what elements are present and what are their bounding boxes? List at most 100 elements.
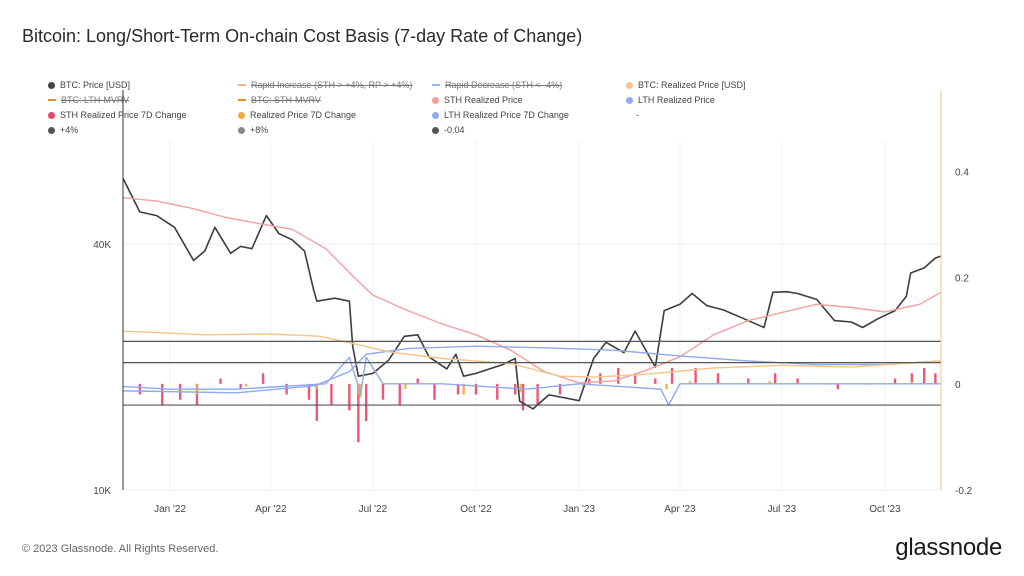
- legend-item-plus-4pct[interactable]: +4%: [48, 125, 78, 135]
- legend-swatch: [432, 111, 439, 119]
- grid: [123, 140, 941, 491]
- bar-sth-realized-price-7d-change: [893, 378, 897, 384]
- bar-realized-price-7d-change: [359, 383, 362, 398]
- legend-item-lth-mvrv[interactable]: BTC: LTH-MVRV: [48, 95, 129, 105]
- legend-label: +8%: [250, 125, 269, 135]
- x-tick-label: Oct '23: [869, 504, 901, 515]
- bar-sth-realized-price-7d-change: [195, 383, 199, 406]
- bar-sth-realized-price-7d-change: [315, 383, 319, 421]
- series-line-btc-realized-price-usd-: [122, 330, 942, 378]
- bar-sth-realized-price-7d-change: [558, 383, 562, 395]
- legend-label: STH Realized Price: [444, 95, 523, 105]
- bar-realized-price-7d-change: [462, 383, 465, 395]
- series-line-lth-realized-price-7d-change: [122, 356, 941, 406]
- x-tick-label: Jul '22: [359, 504, 388, 515]
- legend-item-sth-7d-change[interactable]: STH Realized Price 7D Change: [48, 110, 187, 120]
- legend-swatch: [432, 96, 439, 104]
- legend-item-realized-7d-change[interactable]: Realized Price 7D Change: [238, 110, 356, 120]
- bar-sth-realized-price-7d-change: [416, 378, 419, 384]
- bar-realized-price-7d-change: [582, 383, 585, 387]
- bar-sth-realized-price-7d-change: [617, 367, 620, 384]
- legend-swatch: [48, 111, 55, 119]
- legend-item-minus-004[interactable]: -0.04: [432, 125, 465, 135]
- reference-lines: [123, 340, 941, 406]
- bar-sth-realized-price-7d-change: [587, 378, 591, 384]
- legend-label: STH Realized Price 7D Change: [60, 110, 187, 120]
- legend-item-plus-8pct[interactable]: +8%: [238, 125, 268, 135]
- bar-sth-realized-price-7d-change: [599, 373, 602, 384]
- bar-sth-realized-price-7d-change: [381, 383, 385, 400]
- bar-sth-realized-price-7d-change: [496, 383, 499, 400]
- bar-realized-price-7d-change: [665, 383, 668, 390]
- bar-sth-realized-price-7d-change: [348, 383, 351, 411]
- legend-label: Rapid Increase (STH > +4%, RP > +4%): [251, 80, 413, 90]
- legend-swatch: [432, 126, 439, 134]
- x-tick-label: Apr '23: [664, 504, 696, 515]
- legend-label: BTC: STH-MVRV: [251, 95, 321, 105]
- bar-sth-realized-price-7d-change: [364, 383, 368, 421]
- bar-sth-realized-price-7d-change: [330, 383, 333, 406]
- bar-sth-realized-price-7d-change: [694, 367, 697, 384]
- bar-sth-realized-price-7d-change: [825, 383, 828, 385]
- bar-sth-realized-price-7d-change: [747, 378, 750, 384]
- bar-sth-realized-price-7d-change: [178, 383, 182, 400]
- bar-sth-realized-price-7d-change: [285, 383, 288, 395]
- bar-sth-realized-price-7d-change: [307, 383, 311, 400]
- bar-sth-realized-price-7d-change: [910, 373, 914, 384]
- legend-swatch: [48, 99, 56, 101]
- legend-item-btc-price[interactable]: BTC: Price [USD]: [48, 80, 130, 90]
- legend-swatch: [626, 96, 633, 104]
- right-tick-label: 0: [955, 380, 961, 391]
- right-tick-label: -0.2: [955, 486, 973, 497]
- legend-label: +4%: [60, 125, 79, 135]
- legend-swatch: [238, 99, 246, 101]
- bar-realized-price-7d-change: [688, 381, 692, 384]
- bar-realized-price-7d-change: [404, 383, 407, 390]
- bar-realized-price-7d-change: [195, 383, 199, 395]
- bar-sth-realized-price-7d-change: [433, 383, 436, 400]
- bar-sth-realized-price-7d-change: [521, 383, 525, 411]
- legend-item-rapid-increase[interactable]: Rapid Increase (STH > +4%, RP > +4%): [238, 80, 412, 90]
- axes: 40K 10K 0.4 0.2 0 -0.2 Jan '22 Apr '22 Jul '22 Oc…: [93, 90, 973, 515]
- bar-realized-price-7d-change: [245, 383, 248, 387]
- lines-layer: [122, 177, 942, 410]
- right-tick-label: 0.2: [955, 274, 969, 285]
- chart-title: Bitcoin: Long/Short-Term On-chain Cost B…: [22, 26, 583, 46]
- legend-label: BTC: Realized Price [USD]: [638, 80, 746, 90]
- bar-sth-realized-price-7d-change: [398, 383, 401, 406]
- bar-sth-realized-price-7d-change: [536, 383, 539, 406]
- bar-sth-realized-price-7d-change: [138, 383, 142, 395]
- legend-item-sth-mvrv[interactable]: BTC: STH-MVRV: [238, 95, 321, 105]
- bar-sth-realized-price-7d-change: [474, 383, 478, 395]
- bar-sth-realized-price-7d-change: [934, 373, 937, 384]
- bar-sth-realized-price-7d-change: [357, 383, 360, 443]
- bar-sth-realized-price-7d-change: [219, 378, 222, 384]
- left-tick-label: 40K: [93, 240, 111, 251]
- legend-swatch: [48, 126, 55, 134]
- legend-item-lth-realized-price[interactable]: LTH Realized Price: [626, 95, 715, 105]
- bar-sth-realized-price-7d-change: [670, 367, 674, 384]
- copyright-footer: © 2023 Glassnode. All Rights Reserved.: [22, 543, 219, 555]
- bar-realized-price-7d-change: [315, 383, 319, 390]
- legend-label: LTH Realized Price 7D Change: [444, 110, 569, 120]
- x-tick-label: Jul '23: [768, 504, 797, 515]
- bar-sth-realized-price-7d-change: [239, 383, 242, 390]
- legend-swatch: [238, 111, 245, 119]
- legend-item-rapid-decrease[interactable]: Rapid Decrease (STH < -4%): [432, 80, 562, 90]
- bar-realized-price-7d-change: [357, 383, 360, 395]
- legend-item-sth-realized-price[interactable]: STH Realized Price: [432, 95, 523, 105]
- legend-swatch: [238, 84, 246, 86]
- x-tick-label: Jan '22: [154, 504, 186, 515]
- bar-sth-realized-price-7d-change: [654, 378, 657, 384]
- series-line-btc-price-usd-: [122, 177, 942, 410]
- x-tick-label: Apr '22: [255, 504, 287, 515]
- bar-sth-realized-price-7d-change: [773, 373, 777, 384]
- bar-sth-realized-price-7d-change: [513, 383, 517, 395]
- legend-item-realized-price[interactable]: BTC: Realized Price [USD]: [626, 80, 746, 90]
- legend-label: BTC: Price [USD]: [60, 80, 131, 90]
- left-tick-label: 10K: [93, 486, 111, 497]
- glassnode-logo: glassnode: [895, 534, 1002, 561]
- legend-label: LTH Realized Price: [638, 95, 715, 105]
- legend-item-lth-7d-change[interactable]: LTH Realized Price 7D Change: [432, 110, 569, 120]
- legend-item-dash[interactable]: -: [636, 110, 639, 120]
